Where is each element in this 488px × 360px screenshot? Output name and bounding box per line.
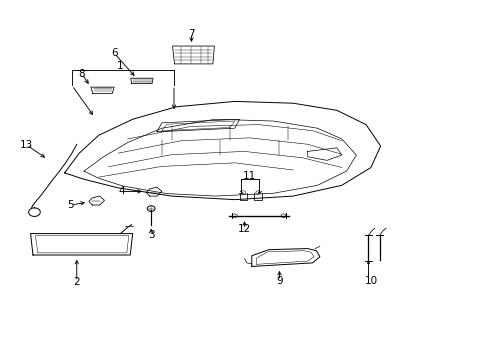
Text: 12: 12 (237, 224, 251, 234)
Circle shape (255, 191, 260, 194)
Text: 11: 11 (242, 171, 255, 181)
Text: 10: 10 (364, 276, 377, 286)
Text: 8: 8 (78, 68, 85, 78)
Text: 13: 13 (20, 140, 33, 150)
Text: 2: 2 (73, 277, 80, 287)
Text: 5: 5 (67, 200, 74, 210)
Circle shape (241, 191, 245, 194)
Text: 1: 1 (117, 61, 123, 71)
Text: 6: 6 (111, 48, 117, 58)
Text: 9: 9 (276, 276, 282, 286)
Text: 4: 4 (119, 186, 125, 197)
Text: 3: 3 (147, 230, 154, 240)
Text: 7: 7 (188, 28, 194, 39)
